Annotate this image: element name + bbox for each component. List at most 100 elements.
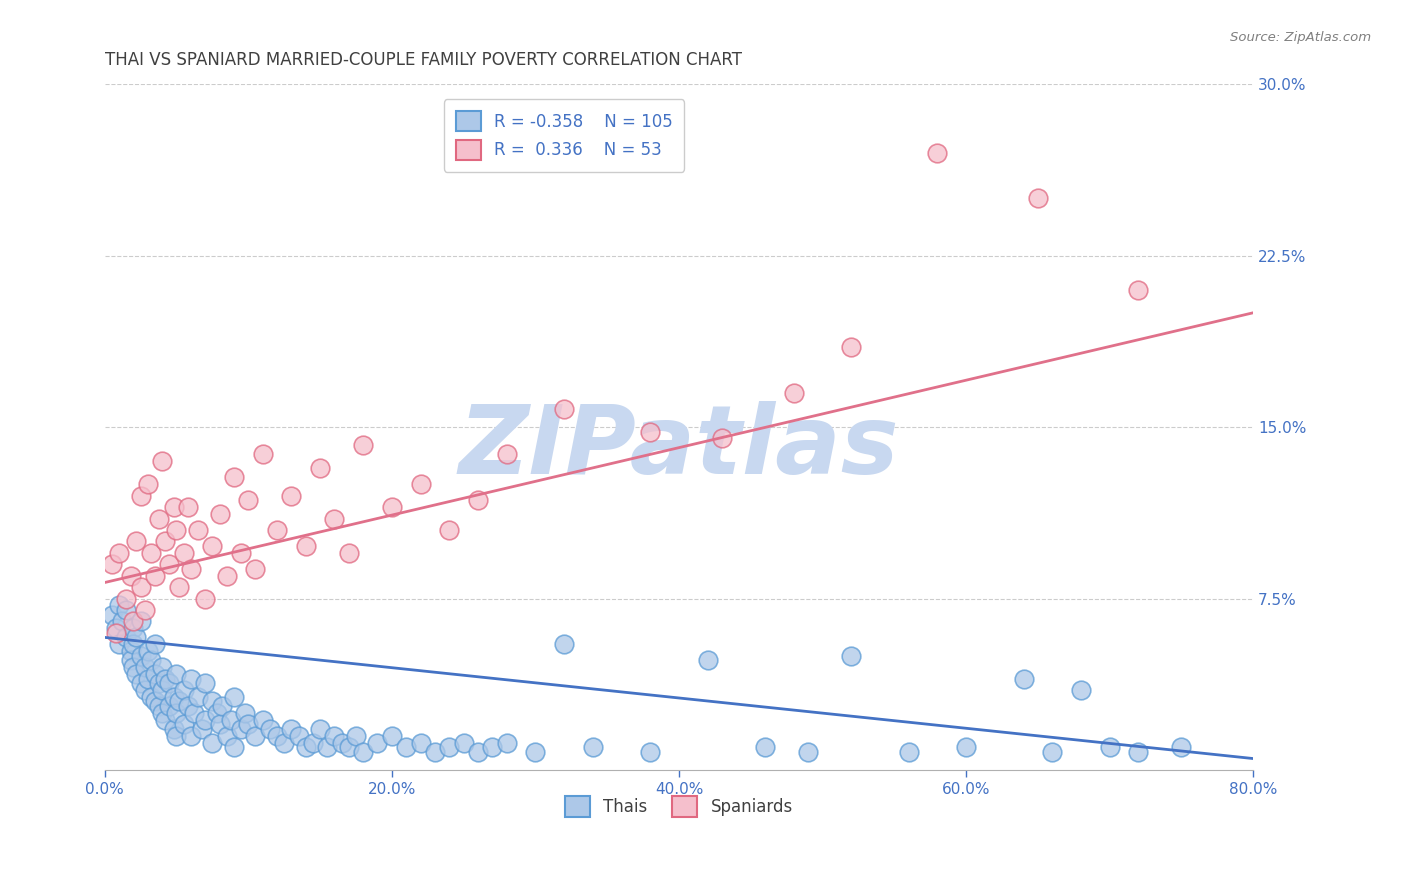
Point [134, 603, 156, 617]
Point [166, 523, 188, 537]
Point [187, 523, 209, 537]
Point [481, 740, 503, 755]
Point [157, 558, 180, 572]
Point [696, 653, 718, 667]
Point [169, 580, 191, 594]
Point [1070, 683, 1092, 698]
Point [115, 603, 138, 617]
Point [136, 672, 159, 686]
Point [205, 706, 228, 720]
Point [180, 729, 202, 743]
Point [366, 735, 388, 749]
Point [122, 615, 145, 629]
Point [136, 477, 159, 491]
Point [467, 745, 489, 759]
Point [108, 546, 131, 560]
Point [180, 562, 202, 576]
Point [177, 698, 200, 713]
Point [1170, 740, 1192, 755]
Point [115, 631, 138, 645]
Point [101, 558, 124, 572]
Point [839, 340, 862, 354]
Point [582, 740, 605, 755]
Point [143, 568, 166, 582]
Point [316, 740, 339, 755]
Point [120, 653, 142, 667]
Point [129, 676, 152, 690]
Point [222, 690, 245, 704]
Point [495, 448, 517, 462]
Point [211, 698, 233, 713]
Point [162, 500, 184, 514]
Text: THAI VS SPANIARD MARRIED-COUPLE FAMILY POVERTY CORRELATION CHART: THAI VS SPANIARD MARRIED-COUPLE FAMILY P… [104, 51, 742, 69]
Point [173, 717, 195, 731]
Point [148, 676, 170, 690]
Point [1128, 745, 1150, 759]
Point [337, 546, 360, 560]
Point [553, 401, 575, 416]
Point [208, 507, 231, 521]
Point [148, 698, 170, 713]
Point [125, 534, 148, 549]
Point [439, 523, 461, 537]
Point [153, 672, 176, 686]
Point [166, 706, 188, 720]
Point [194, 676, 217, 690]
Point [122, 660, 145, 674]
Point [235, 706, 257, 720]
Point [215, 729, 238, 743]
Point [108, 637, 131, 651]
Point [783, 385, 806, 400]
Point [150, 454, 173, 468]
Point [125, 631, 148, 645]
Point [711, 432, 734, 446]
Point [381, 500, 404, 514]
Point [280, 722, 302, 736]
Point [143, 694, 166, 708]
Point [330, 735, 353, 749]
Point [467, 493, 489, 508]
Point [148, 511, 170, 525]
Point [173, 683, 195, 698]
Point [238, 717, 260, 731]
Point [201, 694, 224, 708]
Point [150, 706, 173, 720]
Point [381, 729, 404, 743]
Point [162, 722, 184, 736]
Point [153, 713, 176, 727]
Point [797, 745, 820, 759]
Point [139, 653, 162, 667]
Point [105, 625, 128, 640]
Point [166, 667, 188, 681]
Point [222, 740, 245, 755]
Point [129, 580, 152, 594]
Point [259, 722, 281, 736]
Point [208, 717, 231, 731]
Point [955, 740, 977, 755]
Point [229, 546, 252, 560]
Point [136, 644, 159, 658]
Point [143, 637, 166, 651]
Point [111, 615, 134, 629]
Point [194, 591, 217, 606]
Point [238, 493, 260, 508]
Point [252, 448, 274, 462]
Point [150, 660, 173, 674]
Point [153, 534, 176, 549]
Point [162, 690, 184, 704]
Point [122, 637, 145, 651]
Point [352, 438, 374, 452]
Point [897, 745, 920, 759]
Point [638, 425, 661, 439]
Point [344, 729, 367, 743]
Point [125, 667, 148, 681]
Point [1026, 191, 1049, 205]
Point [1128, 283, 1150, 297]
Text: Source: ZipAtlas.com: Source: ZipAtlas.com [1230, 31, 1371, 45]
Point [222, 470, 245, 484]
Point [423, 745, 446, 759]
Point [495, 735, 517, 749]
Point [309, 722, 332, 736]
Point [266, 729, 288, 743]
Point [266, 523, 288, 537]
